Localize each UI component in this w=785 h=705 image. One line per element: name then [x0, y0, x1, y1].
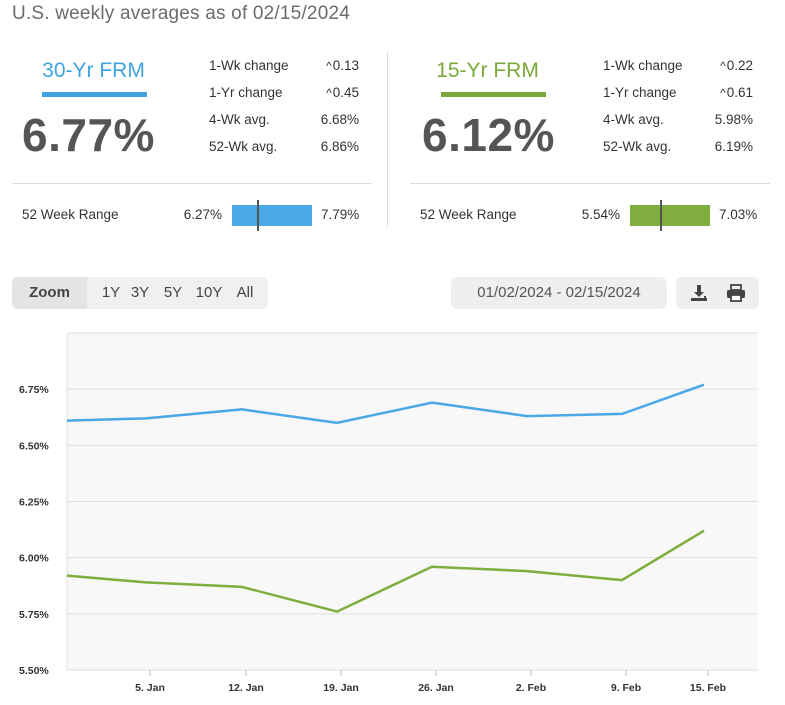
rate-name: 15-Yr FRM [436, 59, 539, 82]
range-bar [232, 200, 312, 231]
y-tick-label: 6.75% [19, 384, 49, 396]
series-line-30yr [66, 383, 705, 425]
y-tick-label: 6.00% [19, 553, 49, 565]
range-high: 7.79% [321, 207, 360, 222]
range-bar [630, 200, 710, 231]
stat-value: ^0.45 [326, 85, 359, 100]
stat-row-4wk-avg: 4-Wk avg. 5.98% [603, 112, 753, 139]
range-high: 7.03% [719, 207, 758, 222]
panel-separator [12, 183, 372, 184]
panel-separator [410, 183, 770, 184]
stat-label: 1-Wk change [209, 58, 289, 73]
rate-panel-30yr: 30-Yr FRM 6.77% 1-Wk change ^0.13 1-Yr c… [12, 52, 384, 232]
caret-up-icon: ^ [720, 86, 726, 100]
range-label: 52 Week Range [22, 207, 119, 222]
zoom-3y-button[interactable]: 3Y [130, 284, 150, 301]
panel-divider [387, 52, 388, 227]
rate-value: 6.12% [422, 109, 555, 161]
rate-underline [42, 92, 147, 97]
date-range-picker[interactable]: 01/02/2024 - 02/15/2024 [451, 277, 667, 309]
stat-value: 6.19% [714, 139, 753, 154]
download-button[interactable] [685, 281, 713, 305]
y-tick-label: 5.50% [19, 665, 49, 677]
y-tick-label: 6.25% [19, 497, 49, 509]
x-tick-label: 12. Jan [228, 682, 264, 694]
print-button[interactable] [722, 281, 750, 305]
stat-row-52wk-avg: 52-Wk avg. 6.86% [209, 139, 359, 166]
zoom-group: Zoom 1Y 3Y 5Y 10Y All [12, 277, 268, 309]
x-tick-label: 19. Jan [323, 682, 359, 694]
y-tick-label: 5.75% [19, 609, 49, 621]
stat-label: 52-Wk avg. [603, 139, 672, 154]
stat-label: 52-Wk avg. [209, 139, 278, 154]
range-label: 52 Week Range [420, 207, 517, 222]
stat-value: 6.86% [320, 139, 359, 154]
stat-label: 4-Wk avg. [209, 112, 270, 127]
caret-up-icon: ^ [326, 59, 332, 73]
zoom-label: Zoom [12, 277, 87, 309]
x-tick-label: 15. Feb [690, 682, 726, 694]
stat-row-1wk-change: 1-Wk change ^0.22 [603, 58, 753, 85]
x-tick-label: 9. Feb [611, 682, 641, 694]
page-subtitle: U.S. weekly averages as of 02/15/2024 [12, 3, 350, 24]
stat-row-1wk-change: 1-Wk change ^0.13 [209, 58, 359, 85]
stat-row-1yr-change: 1-Yr change ^0.61 [603, 85, 753, 112]
print-icon [727, 284, 745, 302]
rate-stats: 1-Wk change ^0.13 1-Yr change ^0.45 4-Wk… [209, 58, 359, 166]
zoom-10y-button[interactable]: 10Y [195, 284, 223, 301]
stat-label: 1-Wk change [603, 58, 683, 73]
stat-label: 4-Wk avg. [603, 112, 664, 127]
stat-value: 5.98% [714, 112, 753, 127]
range-low: 6.27% [183, 207, 222, 222]
stat-row-4wk-avg: 4-Wk avg. 6.68% [209, 112, 359, 139]
series-line-15yr [66, 529, 705, 613]
range-current-marker [257, 200, 260, 231]
rate-value: 6.77% [22, 109, 155, 161]
zoom-all-button[interactable]: All [236, 284, 254, 301]
rate-panel-15yr: 15-Yr FRM 6.12% 1-Wk change ^0.22 1-Yr c… [410, 52, 782, 232]
stat-value: ^0.22 [720, 58, 753, 73]
stat-label: 1-Yr change [603, 85, 677, 100]
chart-actions [676, 277, 759, 309]
stat-value: ^0.13 [326, 58, 359, 73]
y-tick-label: 6.50% [19, 440, 49, 452]
stat-value: ^0.61 [720, 85, 753, 100]
range-current-marker [660, 200, 663, 231]
download-icon [691, 285, 707, 301]
stat-row-1yr-change: 1-Yr change ^0.45 [209, 85, 359, 112]
rate-underline [441, 92, 546, 97]
caret-up-icon: ^ [326, 86, 332, 100]
x-tick-label: 2. Feb [516, 682, 546, 694]
zoom-5y-button[interactable]: 5Y [163, 284, 183, 301]
rate-name: 30-Yr FRM [42, 59, 145, 82]
line-chart: 5.50% 5.75% 6.00% 6.25% 6.50% 6.75% 5. Jan 12. … [19, 332, 758, 694]
stat-row-52wk-avg: 52-Wk avg. 6.19% [603, 139, 753, 166]
range-low: 5.54% [581, 207, 620, 222]
x-tick-label: 26. Jan [418, 682, 454, 694]
rate-stats: 1-Wk change ^0.22 1-Yr change ^0.61 4-Wk… [603, 58, 753, 166]
stat-label: 1-Yr change [209, 85, 283, 100]
caret-up-icon: ^ [720, 59, 726, 73]
stat-value: 6.68% [320, 112, 359, 127]
x-tick-label: 5. Jan [135, 682, 165, 694]
zoom-1y-button[interactable]: 1Y [101, 284, 121, 301]
